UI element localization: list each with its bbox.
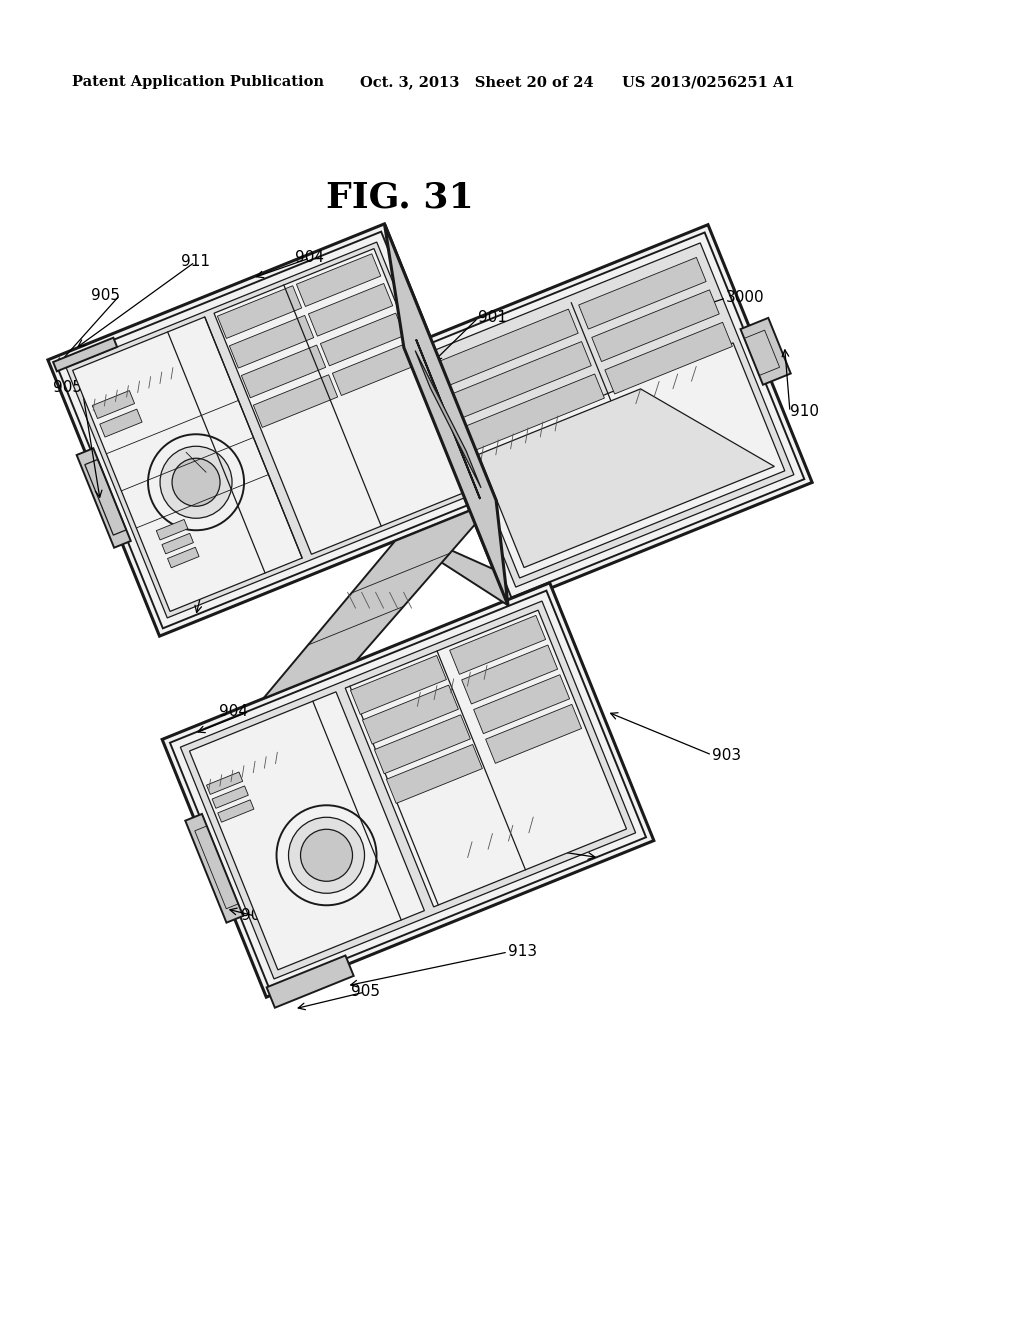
Polygon shape	[218, 800, 254, 822]
Polygon shape	[92, 391, 134, 418]
Circle shape	[289, 817, 365, 894]
Circle shape	[172, 458, 220, 507]
Polygon shape	[414, 533, 508, 606]
Polygon shape	[263, 500, 496, 698]
Polygon shape	[592, 290, 719, 362]
Text: 911: 911	[180, 255, 210, 269]
Polygon shape	[740, 318, 791, 384]
Polygon shape	[605, 322, 732, 393]
Polygon shape	[229, 315, 313, 368]
Polygon shape	[253, 375, 338, 428]
Polygon shape	[333, 343, 417, 396]
Polygon shape	[422, 243, 794, 587]
Circle shape	[148, 434, 244, 531]
Polygon shape	[384, 224, 508, 606]
Polygon shape	[162, 583, 654, 997]
Polygon shape	[403, 224, 812, 606]
Polygon shape	[162, 533, 194, 554]
Text: 904: 904	[219, 705, 248, 719]
Polygon shape	[214, 248, 471, 554]
Polygon shape	[321, 313, 404, 366]
Polygon shape	[157, 520, 187, 540]
Polygon shape	[462, 645, 558, 704]
Polygon shape	[67, 242, 478, 618]
Polygon shape	[296, 253, 381, 306]
Polygon shape	[375, 715, 470, 774]
Polygon shape	[308, 284, 393, 337]
Polygon shape	[99, 409, 142, 437]
Polygon shape	[77, 449, 131, 548]
Text: 904: 904	[190, 570, 219, 586]
Text: 905: 905	[91, 288, 120, 302]
Text: 904: 904	[296, 251, 325, 265]
Polygon shape	[474, 675, 569, 734]
Polygon shape	[485, 705, 582, 763]
Polygon shape	[73, 317, 302, 611]
Polygon shape	[450, 615, 546, 675]
Text: 904: 904	[536, 841, 565, 855]
Circle shape	[276, 805, 377, 906]
Polygon shape	[386, 744, 482, 804]
Text: 910: 910	[790, 404, 819, 420]
Text: 3000: 3000	[726, 290, 765, 305]
Polygon shape	[189, 692, 424, 970]
Polygon shape	[266, 956, 353, 1007]
Polygon shape	[435, 309, 579, 387]
Polygon shape	[48, 224, 496, 636]
Polygon shape	[415, 351, 481, 488]
Polygon shape	[53, 338, 117, 371]
Polygon shape	[478, 389, 774, 568]
Polygon shape	[449, 342, 591, 420]
Text: FIG. 31: FIG. 31	[326, 181, 474, 215]
Text: 913: 913	[508, 945, 538, 960]
Polygon shape	[185, 814, 243, 923]
Polygon shape	[212, 785, 248, 808]
Polygon shape	[416, 339, 480, 499]
Text: 905: 905	[53, 380, 82, 396]
Text: Patent Application Publication: Patent Application Publication	[72, 75, 324, 88]
Polygon shape	[168, 548, 199, 568]
Polygon shape	[242, 345, 326, 397]
Circle shape	[160, 446, 232, 519]
Polygon shape	[180, 601, 636, 979]
Polygon shape	[461, 374, 604, 451]
Text: 901: 901	[478, 310, 507, 326]
Text: Oct. 3, 2013   Sheet 20 of 24: Oct. 3, 2013 Sheet 20 of 24	[360, 75, 594, 88]
Polygon shape	[345, 610, 627, 907]
Polygon shape	[217, 285, 302, 338]
Polygon shape	[207, 772, 243, 795]
Text: 903: 903	[712, 747, 741, 763]
Polygon shape	[362, 685, 459, 744]
Polygon shape	[468, 343, 784, 578]
Polygon shape	[350, 656, 446, 714]
Text: US 2013/0256251 A1: US 2013/0256251 A1	[622, 75, 795, 88]
Text: 905: 905	[241, 908, 269, 924]
Text: 905: 905	[350, 985, 380, 999]
Circle shape	[300, 829, 352, 882]
Polygon shape	[579, 257, 707, 329]
